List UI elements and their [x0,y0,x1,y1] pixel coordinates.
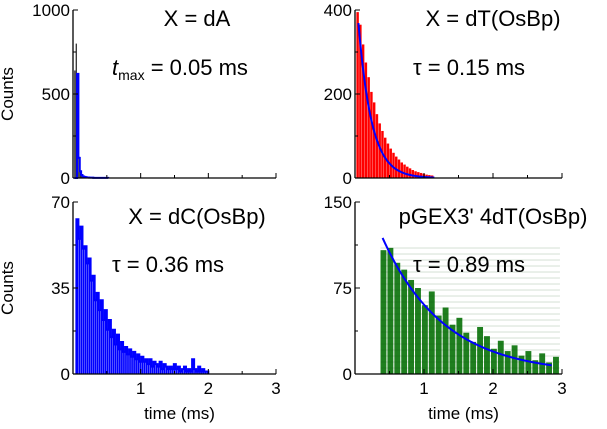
bar [91,281,93,374]
y-tick-label: 75 [333,279,352,298]
parameter-annotation: τ = 0.89 ms [413,252,525,277]
x-tick-label: 1 [419,379,428,398]
parameter-annotation: τ = 0.15 ms [413,55,525,80]
y-tick-label: 0 [61,365,70,384]
bar [376,114,378,178]
param-subscript: max [118,67,144,83]
panel-2: 0 200 400 X = dT(OsBp) τ = 0.15 ms [324,1,562,188]
panel-label: X = dT(OsBp) [425,6,560,31]
bar [484,336,490,374]
bar [406,167,408,178]
bar [115,345,117,374]
bar [74,70,75,178]
bar [408,280,414,374]
bar [394,263,400,374]
bar [470,342,476,374]
parameter-annotation: tmax = 0.05 ms [112,55,248,83]
bars-panel-2 [356,12,433,178]
bar [373,102,375,178]
x-tick-label: 1 [136,379,145,398]
bar [147,364,149,374]
bar [107,330,109,374]
bar [127,354,129,374]
panel-4: 0 75 150 1 2 3 time (ms) pGEX3' 4dT(OsBp) τ = 0.… [324,193,588,423]
y-tick-label: 70 [51,193,70,212]
bar [395,157,397,178]
bar [387,248,393,374]
bar [78,239,80,374]
y-tick-label: 0 [61,169,70,188]
bar [119,349,121,374]
bar [135,359,137,374]
bar [381,250,387,374]
panel-label: X = dC(OsBp) [128,204,266,229]
bar [82,249,84,374]
y-tick-label: 500 [42,85,70,104]
x-tick-label: 2 [488,379,497,398]
bar [498,341,504,374]
bar [131,357,133,374]
bar [477,327,483,374]
bar [99,310,101,374]
panel-label: pGEX3' 4dT(OsBp) [399,204,588,229]
param-value: = 0.05 ms [145,55,248,80]
bar [111,337,113,374]
bar [123,352,125,374]
y-ticks: 0 500 1000 [32,1,78,188]
bar [436,316,442,374]
bar [401,270,407,374]
y-tick-label: 0 [343,169,352,188]
x-tick-label: 2 [204,379,213,398]
y-tick-label: 1000 [32,1,70,20]
bar [367,77,369,178]
bar [398,160,400,178]
bar [87,263,89,374]
bar [401,162,403,178]
x-tick-label: 3 [557,379,566,398]
y-tick-label: 400 [324,1,352,20]
x-axis-label: time (ms) [428,404,499,423]
bar [412,170,414,178]
fit-curve [74,74,108,178]
panel-label: X = dA [164,6,231,31]
bar [95,300,97,374]
y-axis-label: Counts [0,261,17,315]
y-tick-label: 0 [343,365,352,384]
bar [553,357,559,374]
bar [443,307,449,374]
bar [429,291,435,374]
bar [356,12,358,178]
bar [505,351,511,374]
bar [409,168,411,178]
panel-1: 0 500 1000 Counts X = dA tmax = 0.05 ms [0,1,276,188]
bar [151,367,153,374]
bar [370,92,372,178]
y-axis-label: Counts [0,67,17,121]
y-tick-label: 200 [324,85,352,104]
parameter-annotation: τ = 0.36 ms [112,252,224,277]
x-ticks [107,173,276,178]
x-axis-label: time (ms) [144,404,215,423]
bar [422,305,428,374]
y-ticks: 0 35 70 [51,193,78,384]
y-tick-label: 35 [51,279,70,298]
bar [85,246,87,374]
bar [143,362,145,374]
panel-3: 0 35 70 1 2 3 Counts time (ms) X = dC(OsBp) τ = 0… [0,193,281,423]
bar [403,165,405,178]
y-tick-label: 150 [324,193,352,212]
x-tick-label: 3 [271,379,280,398]
bar [158,367,160,374]
bar [103,320,105,374]
